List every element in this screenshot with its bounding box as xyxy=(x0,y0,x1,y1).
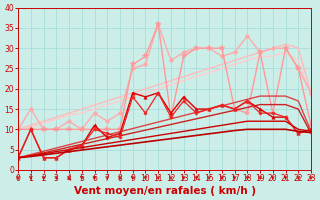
X-axis label: Vent moyen/en rafales ( km/h ): Vent moyen/en rafales ( km/h ) xyxy=(74,186,256,196)
